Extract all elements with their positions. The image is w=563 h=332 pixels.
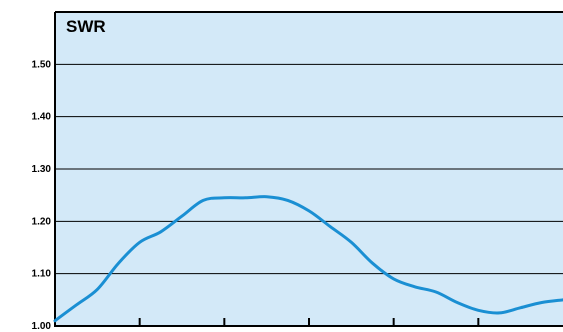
y-tick-label: 1.50 — [32, 59, 52, 70]
gridlines — [55, 63, 563, 275]
y-tick-labels: 1.00 1.10 1.20 1.30 1.40 1.50 — [32, 59, 52, 332]
y-tick-label: 1.30 — [32, 164, 52, 175]
y-tick-label: 1.00 — [32, 321, 52, 332]
x-ticks — [138, 318, 480, 326]
swr-series-line — [53, 195, 563, 323]
y-tick-label: 1.40 — [32, 112, 52, 123]
chart-title: SWR — [66, 17, 106, 36]
y-tick-label: 1.10 — [32, 269, 52, 280]
y-tick-label: 1.20 — [32, 216, 52, 227]
